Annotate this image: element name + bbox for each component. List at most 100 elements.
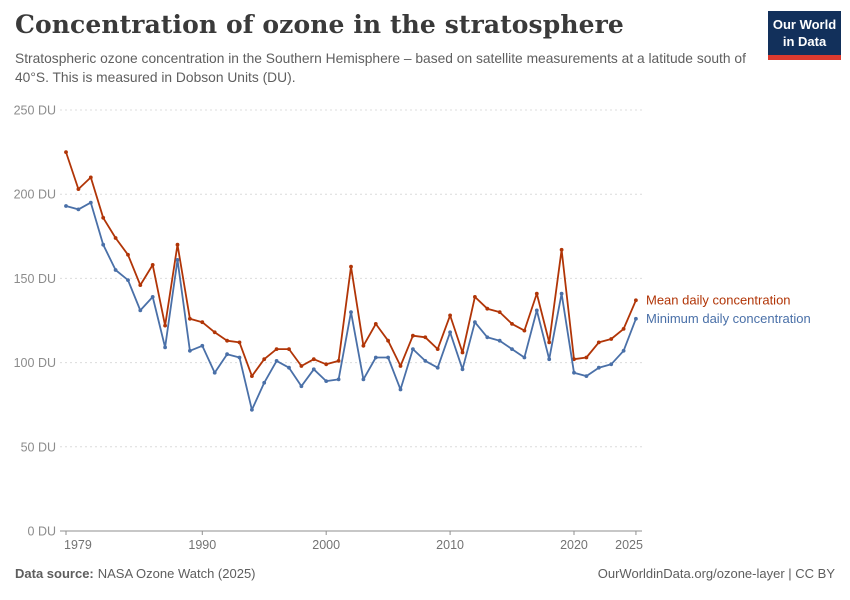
data-point-marker[interactable] — [163, 345, 168, 350]
data-point-marker[interactable] — [237, 340, 242, 345]
data-point-marker[interactable] — [336, 377, 341, 382]
data-point-marker[interactable] — [473, 295, 477, 299]
data-point-marker[interactable] — [522, 328, 527, 333]
owid-logo[interactable]: Our World in Data — [768, 11, 841, 61]
data-point-marker[interactable] — [299, 364, 304, 368]
data-point-marker[interactable] — [386, 338, 390, 343]
data-point-marker[interactable] — [64, 204, 68, 208]
data-point-marker[interactable] — [113, 268, 118, 272]
data-point-marker[interactable] — [150, 263, 155, 267]
data-point-marker[interactable] — [510, 347, 514, 351]
data-point-marker[interactable] — [237, 355, 242, 360]
data-point-marker[interactable] — [510, 322, 514, 326]
data-point-marker[interactable] — [398, 387, 403, 392]
data-point-marker[interactable] — [311, 367, 316, 372]
data-point-marker[interactable] — [163, 323, 168, 328]
data-point-marker[interactable] — [485, 335, 490, 340]
data-point-marker[interactable] — [596, 340, 601, 345]
data-point-marker[interactable] — [411, 347, 415, 351]
data-point-marker[interactable] — [584, 355, 589, 360]
data-point-marker[interactable] — [485, 306, 490, 311]
data-point-marker[interactable] — [572, 370, 576, 375]
data-point-marker[interactable] — [299, 384, 304, 389]
data-point-marker[interactable] — [423, 335, 428, 340]
data-point-marker[interactable] — [175, 258, 180, 262]
data-point-marker[interactable] — [88, 200, 93, 205]
data-point-marker[interactable] — [373, 322, 378, 326]
data-point-marker[interactable] — [101, 242, 106, 247]
data-point-marker[interactable] — [473, 320, 477, 325]
legend-label-mean[interactable]: Mean daily concentration — [646, 292, 791, 307]
data-point-marker[interactable] — [250, 374, 254, 378]
data-point-marker[interactable] — [138, 308, 143, 313]
data-point-marker[interactable] — [634, 316, 638, 321]
data-point-marker[interactable] — [274, 359, 279, 363]
data-point-marker[interactable] — [349, 310, 353, 314]
data-point-marker[interactable] — [534, 291, 539, 296]
data-point-marker[interactable] — [225, 352, 230, 357]
data-point-marker[interactable] — [460, 350, 465, 355]
credit-link[interactable]: OurWorldinData.org/ozone-layer | CC BY — [597, 566, 835, 581]
data-point-marker[interactable] — [621, 327, 626, 331]
legend-label-minimum[interactable]: Minimum daily concentration — [646, 311, 811, 326]
data-point-marker[interactable] — [311, 357, 316, 362]
data-point-marker[interactable] — [349, 264, 353, 269]
data-point-marker[interactable] — [324, 362, 329, 367]
data-point-marker[interactable] — [547, 340, 552, 345]
data-point-marker[interactable] — [76, 187, 81, 192]
data-point-marker[interactable] — [324, 379, 329, 383]
data-point-marker[interactable] — [76, 207, 81, 212]
data-point-marker[interactable] — [572, 357, 576, 362]
data-point-marker[interactable] — [212, 370, 217, 375]
data-point-marker[interactable] — [250, 407, 254, 412]
data-point-marker[interactable] — [497, 338, 502, 343]
data-point-marker[interactable] — [411, 333, 415, 338]
data-point-marker[interactable] — [212, 330, 217, 335]
data-point-marker[interactable] — [336, 359, 341, 363]
data-point-marker[interactable] — [188, 316, 192, 321]
data-point-marker[interactable] — [262, 357, 267, 362]
data-point-marker[interactable] — [188, 348, 192, 353]
data-point-marker[interactable] — [634, 298, 638, 303]
data-point-marker[interactable] — [175, 242, 180, 247]
data-point-marker[interactable] — [596, 365, 601, 370]
data-point-marker[interactable] — [200, 320, 205, 325]
data-point-marker[interactable] — [386, 355, 390, 360]
data-point-marker[interactable] — [609, 337, 614, 341]
data-point-marker[interactable] — [448, 330, 452, 335]
data-point-marker[interactable] — [534, 308, 539, 313]
data-point-marker[interactable] — [113, 236, 118, 240]
data-point-marker[interactable] — [497, 310, 502, 314]
data-point-marker[interactable] — [435, 365, 440, 370]
data-point-marker[interactable] — [126, 278, 130, 282]
data-point-marker[interactable] — [225, 338, 230, 343]
data-point-marker[interactable] — [88, 175, 93, 180]
data-point-marker[interactable] — [287, 365, 291, 370]
data-point-marker[interactable] — [200, 343, 205, 348]
data-point-marker[interactable] — [361, 377, 366, 382]
data-point-marker[interactable] — [423, 359, 428, 363]
data-point-marker[interactable] — [101, 215, 106, 220]
data-point-marker[interactable] — [584, 374, 589, 378]
data-point-marker[interactable] — [361, 343, 366, 348]
data-point-marker[interactable] — [522, 355, 527, 360]
data-point-marker[interactable] — [150, 295, 155, 299]
minimum-line[interactable] — [65, 201, 637, 411]
data-point-marker[interactable] — [262, 380, 267, 385]
data-point-marker[interactable] — [64, 150, 68, 155]
data-point-marker[interactable] — [460, 367, 465, 372]
data-point-marker[interactable] — [621, 348, 626, 353]
data-point-marker[interactable] — [138, 283, 143, 287]
data-point-marker[interactable] — [126, 252, 130, 257]
data-point-marker[interactable] — [287, 347, 291, 351]
data-point-marker[interactable] — [448, 313, 452, 318]
data-point-marker[interactable] — [609, 362, 614, 367]
data-point-marker[interactable] — [547, 357, 552, 362]
data-point-marker[interactable] — [373, 355, 378, 360]
data-point-marker[interactable] — [274, 347, 279, 351]
data-point-marker[interactable] — [559, 247, 564, 252]
data-point-marker[interactable] — [435, 347, 440, 351]
data-point-marker[interactable] — [559, 291, 564, 296]
data-point-marker[interactable] — [398, 364, 403, 368]
